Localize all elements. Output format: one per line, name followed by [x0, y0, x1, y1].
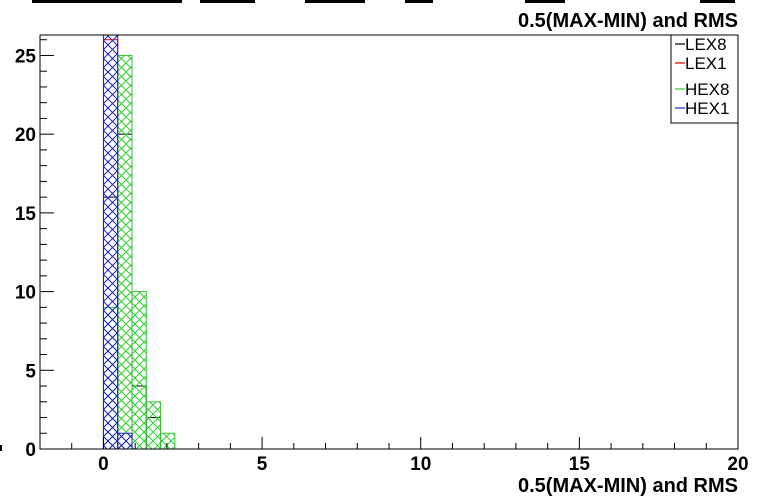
bar-hex1-0 [102, 35, 119, 449]
left-edge-mark [0, 445, 2, 451]
axes: 0 5 10 15 20 5 10 15 20 25 0 [15, 34, 749, 475]
bar-hex8-1 [117, 54, 133, 449]
y-tick-label: 20 [15, 125, 36, 146]
bar-hex8-4 [160, 432, 176, 449]
series-hex1 [102, 35, 133, 449]
x-axis-title: 0.5(MAX-MIN) and RMS [518, 475, 738, 497]
plot-area [102, 35, 176, 449]
legend-box [670, 34, 739, 124]
clipped-title-residue [32, 0, 735, 3]
x-tick-label: 5 [257, 454, 268, 475]
x-tick-label: 20 [727, 454, 748, 475]
bar-hex1-1 [117, 432, 133, 449]
x-tick-label: 0 [98, 454, 109, 475]
y-tick-label: 10 [15, 283, 36, 304]
x-tick-label: 15 [569, 454, 591, 475]
y-tick-label: 25 [15, 46, 37, 67]
bar-hex8-2 [131, 291, 147, 449]
y-tick-label: 5 [25, 361, 36, 382]
bar-hex8-3 [145, 401, 162, 449]
legend-label-lex1: LEX1 [685, 54, 727, 73]
legend-label-hex8: HEX8 [685, 80, 729, 99]
legend-label-hex1: HEX1 [685, 99, 729, 118]
top-axis-label: 0.5(MAX-MIN) and RMS [518, 10, 738, 32]
legend-label-lex8: LEX8 [685, 35, 727, 54]
y-tick-label: 15 [15, 204, 37, 225]
x-tick-label: 10 [410, 454, 431, 475]
y-tick-label: 0 [25, 440, 36, 461]
